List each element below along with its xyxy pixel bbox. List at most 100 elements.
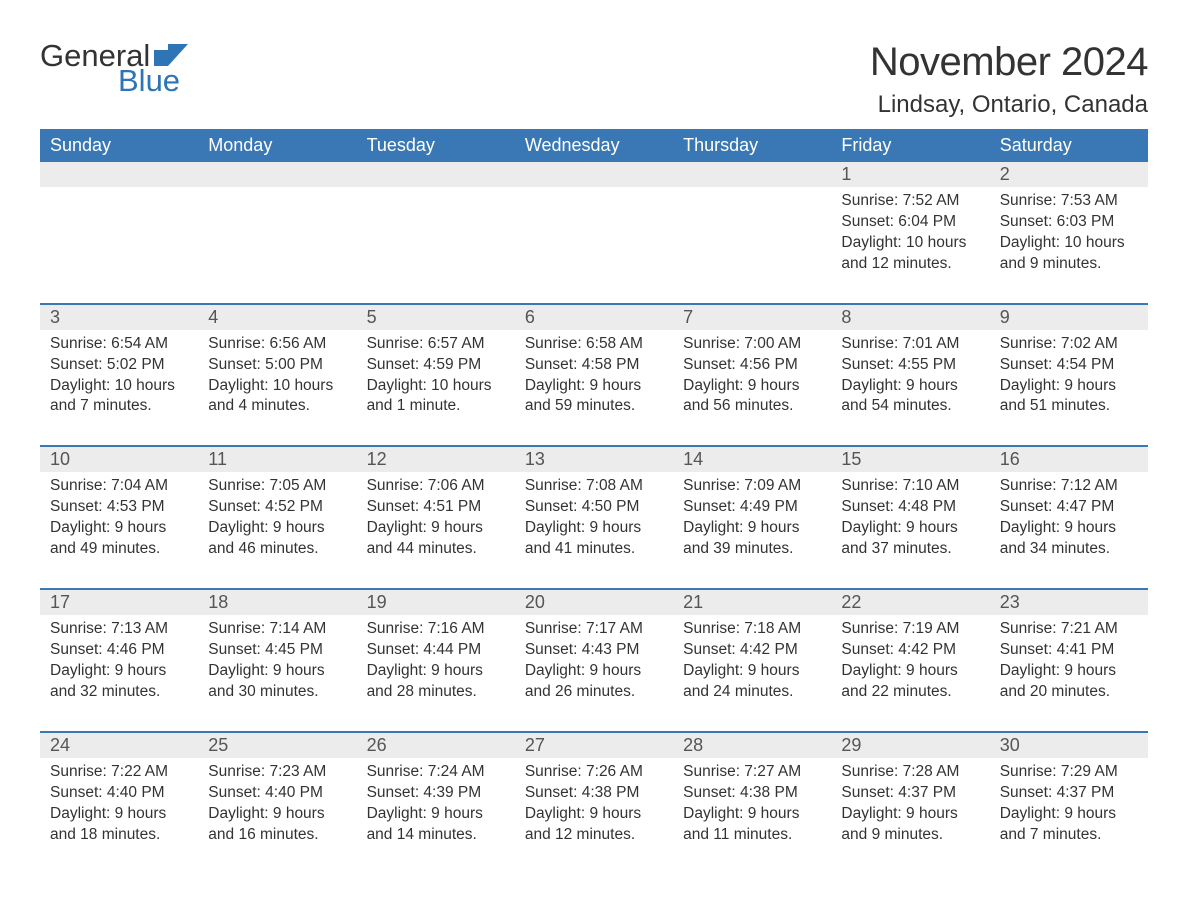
daybody-strip: Sunrise: 7:22 AM Sunset: 4:40 PM Daylight:…: [40, 758, 1148, 852]
sunrise-text: Sunrise: 7:00 AM: [683, 334, 821, 355]
day-number: 24: [40, 733, 198, 758]
week-row: 3456789Sunrise: 6:54 AMSunset: 5:02 PMDa…: [40, 303, 1148, 424]
day-number: 9: [990, 305, 1148, 330]
sunset-text: Sunset: 4:40 PM: [208, 783, 346, 804]
daylight-text: Daylight: 9 hours and 44 minutes.: [367, 518, 505, 560]
day-cell: Sunrise: 7:04 AMSunset: 4:53 PMDaylight:…: [40, 472, 198, 566]
day-number: 1: [831, 162, 989, 187]
day-number: 20: [515, 590, 673, 615]
day-number: 26: [357, 733, 515, 758]
sunrise-text: Sunrise: 7:09 AM: [683, 476, 821, 497]
sunrise-text: Sunrise: 7:16 AM: [367, 619, 505, 640]
sunrise-text: Sunrise: 7:17 AM: [525, 619, 663, 640]
day-cell: Sunrise: 6:54 AMSunset: 5:02 PMDaylight:…: [40, 330, 198, 424]
brand-logo: General Blue: [40, 40, 188, 96]
day-cell: Sunrise: 7:28 AMSunset: 4:37 PMDaylight:…: [831, 758, 989, 852]
daylight-text: Daylight: 9 hours and 12 minutes.: [525, 804, 663, 846]
sunrise-text: Sunrise: 6:54 AM: [50, 334, 188, 355]
day-number: 18: [198, 590, 356, 615]
sunset-text: Sunset: 4:48 PM: [841, 497, 979, 518]
daylight-text: Daylight: 9 hours and 37 minutes.: [841, 518, 979, 560]
day-number: 16: [990, 447, 1148, 472]
daylight-text: Daylight: 9 hours and 26 minutes.: [525, 661, 663, 703]
daynum-strip: 17181920212223: [40, 590, 1148, 615]
daylight-text: Daylight: 10 hours and 12 minutes.: [841, 233, 979, 275]
sunrise-text: Sunrise: 7:28 AM: [841, 762, 979, 783]
sunrise-text: Sunrise: 7:22 AM: [50, 762, 188, 783]
page-header: General Blue November 2024 Lindsay, Onta…: [40, 40, 1148, 119]
day-cell: Sunrise: 7:27 AMSunset: 4:38 PMDaylight:…: [673, 758, 831, 852]
week-row: 10111213141516Sunrise: 7:04 AMSunset: 4:…: [40, 445, 1148, 566]
day-cell: Sunrise: 7:06 AMSunset: 4:51 PMDaylight:…: [357, 472, 515, 566]
daylight-text: Daylight: 9 hours and 34 minutes.: [1000, 518, 1138, 560]
sunset-text: Sunset: 4:42 PM: [683, 640, 821, 661]
sunset-text: Sunset: 6:04 PM: [841, 212, 979, 233]
sunrise-text: Sunrise: 7:26 AM: [525, 762, 663, 783]
day-number: 25: [198, 733, 356, 758]
day-cell: [198, 187, 356, 281]
sunset-text: Sunset: 4:46 PM: [50, 640, 188, 661]
day-cell: Sunrise: 7:19 AMSunset: 4:42 PMDaylight:…: [831, 615, 989, 709]
dayhead-wednesday: Wednesday: [515, 129, 673, 162]
sunrise-text: Sunrise: 7:01 AM: [841, 334, 979, 355]
day-cell: Sunrise: 7:26 AMSunset: 4:38 PMDaylight:…: [515, 758, 673, 852]
day-number: 13: [515, 447, 673, 472]
daylight-text: Daylight: 9 hours and 54 minutes.: [841, 376, 979, 418]
sunrise-text: Sunrise: 7:53 AM: [1000, 191, 1138, 212]
daynum-strip: 24252627282930: [40, 733, 1148, 758]
sunset-text: Sunset: 4:50 PM: [525, 497, 663, 518]
daylight-text: Daylight: 10 hours and 9 minutes.: [1000, 233, 1138, 275]
daylight-text: Daylight: 9 hours and 30 minutes.: [208, 661, 346, 703]
daylight-text: Daylight: 10 hours and 7 minutes.: [50, 376, 188, 418]
sunrise-text: Sunrise: 7:52 AM: [841, 191, 979, 212]
day-number: 15: [831, 447, 989, 472]
dayhead-friday: Friday: [831, 129, 989, 162]
daybody-strip: Sunrise: 6:54 AMSunset: 5:02 PMDaylight:…: [40, 330, 1148, 424]
daylight-text: Daylight: 9 hours and 49 minutes.: [50, 518, 188, 560]
sunset-text: Sunset: 4:55 PM: [841, 355, 979, 376]
day-cell: Sunrise: 7:00 AMSunset: 4:56 PMDaylight:…: [673, 330, 831, 424]
day-number: 29: [831, 733, 989, 758]
day-number: 10: [40, 447, 198, 472]
daylight-text: Daylight: 9 hours and 20 minutes.: [1000, 661, 1138, 703]
sunrise-text: Sunrise: 7:04 AM: [50, 476, 188, 497]
day-number: 28: [673, 733, 831, 758]
sunset-text: Sunset: 4:53 PM: [50, 497, 188, 518]
sunrise-text: Sunrise: 7:14 AM: [208, 619, 346, 640]
sunset-text: Sunset: 4:45 PM: [208, 640, 346, 661]
sunset-text: Sunset: 4:42 PM: [841, 640, 979, 661]
sunrise-text: Sunrise: 7:12 AM: [1000, 476, 1138, 497]
sunset-text: Sunset: 4:43 PM: [525, 640, 663, 661]
sunrise-text: Sunrise: 7:24 AM: [367, 762, 505, 783]
day-cell: Sunrise: 6:57 AMSunset: 4:59 PMDaylight:…: [357, 330, 515, 424]
day-number: 19: [357, 590, 515, 615]
day-cell: Sunrise: 7:08 AMSunset: 4:50 PMDaylight:…: [515, 472, 673, 566]
sunrise-text: Sunrise: 7:23 AM: [208, 762, 346, 783]
daylight-text: Daylight: 9 hours and 28 minutes.: [367, 661, 505, 703]
day-number: 14: [673, 447, 831, 472]
day-number: [515, 162, 673, 187]
day-cell: Sunrise: 7:12 AMSunset: 4:47 PMDaylight:…: [990, 472, 1148, 566]
sunrise-text: Sunrise: 7:19 AM: [841, 619, 979, 640]
day-number: 6: [515, 305, 673, 330]
day-cell: Sunrise: 6:58 AMSunset: 4:58 PMDaylight:…: [515, 330, 673, 424]
daybody-strip: Sunrise: 7:52 AMSunset: 6:04 PMDaylight:…: [40, 187, 1148, 281]
day-cell: Sunrise: 6:56 AMSunset: 5:00 PMDaylight:…: [198, 330, 356, 424]
day-number: 2: [990, 162, 1148, 187]
sunset-text: Sunset: 4:47 PM: [1000, 497, 1138, 518]
daynum-strip: 3456789: [40, 305, 1148, 330]
day-cell: Sunrise: 7:13 AMSunset: 4:46 PMDaylight:…: [40, 615, 198, 709]
day-cell: [357, 187, 515, 281]
daylight-text: Daylight: 10 hours and 1 minute.: [367, 376, 505, 418]
daylight-text: Daylight: 9 hours and 39 minutes.: [683, 518, 821, 560]
sunset-text: Sunset: 4:59 PM: [367, 355, 505, 376]
day-cell: Sunrise: 7:53 AMSunset: 6:03 PMDaylight:…: [990, 187, 1148, 281]
day-cell: Sunrise: 7:22 AMSunset: 4:40 PMDaylight:…: [40, 758, 198, 852]
day-number: 4: [198, 305, 356, 330]
calendar-table: SundayMondayTuesdayWednesdayThursdayFrid…: [40, 129, 1148, 851]
sunrise-text: Sunrise: 7:10 AM: [841, 476, 979, 497]
day-cell: [515, 187, 673, 281]
day-cell: Sunrise: 7:02 AMSunset: 4:54 PMDaylight:…: [990, 330, 1148, 424]
month-title: November 2024: [870, 40, 1148, 85]
week-row: 17181920212223Sunrise: 7:13 AMSunset: 4:…: [40, 588, 1148, 709]
